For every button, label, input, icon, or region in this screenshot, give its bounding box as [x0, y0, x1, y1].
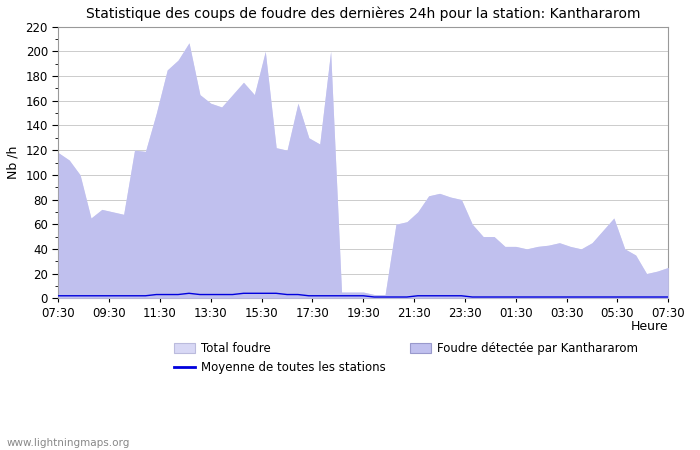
Legend: Total foudre, Moyenne de toutes les stations, Foudre détectée par Kanthararom: Total foudre, Moyenne de toutes les stat… — [174, 342, 638, 374]
Text: Heure: Heure — [631, 320, 668, 333]
Text: www.lightningmaps.org: www.lightningmaps.org — [7, 438, 130, 448]
Y-axis label: Nb /h: Nb /h — [7, 146, 20, 179]
Title: Statistique des coups de foudre des dernières 24h pour la station: Kanthararom: Statistique des coups de foudre des dern… — [86, 7, 640, 22]
